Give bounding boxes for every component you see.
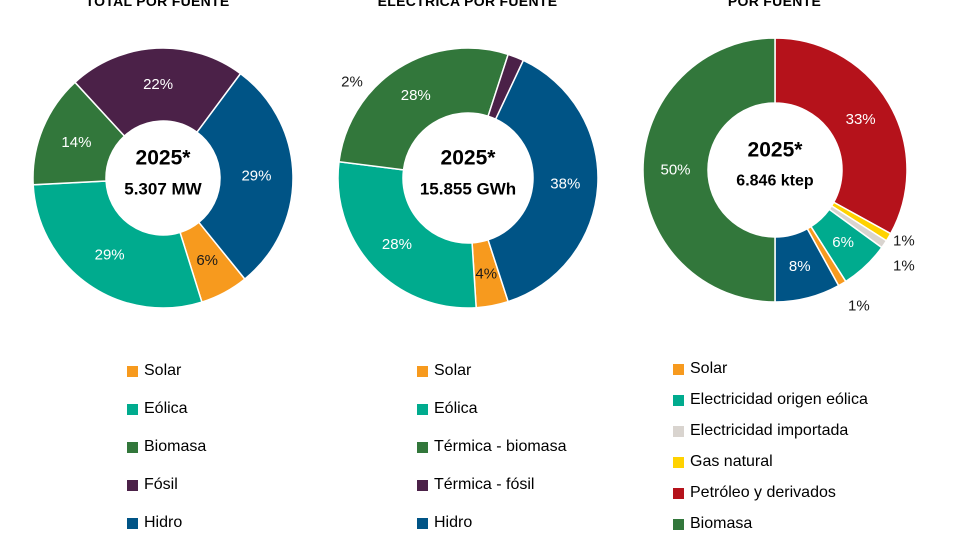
- chart-2-legend-item-termica-biomasa: Térmica - biomasa: [417, 437, 566, 457]
- chart-2-label-eolica: 28%: [382, 236, 412, 253]
- chart-2-legend-label: Térmica - fósil: [434, 476, 535, 493]
- chart-2-center-year: 2025*: [441, 147, 497, 170]
- chart-2-title: ELÉCTRICA POR FUENTE: [377, 0, 558, 9]
- chart-2-legend-item-solar: Solar: [417, 361, 566, 381]
- chart-1-label-biomasa: 14%: [61, 134, 91, 151]
- chart-3-legend-label: Solar: [690, 360, 728, 377]
- chart-2-legend-swatch: [417, 441, 428, 453]
- chart-2-label-termica-fosil: 2%: [341, 74, 363, 91]
- chart-2-label-termica-biomasa: 28%: [401, 87, 431, 104]
- chart-1-title: TOTAL POR FUENTE: [85, 0, 230, 9]
- chart-1-legend-label: Fósil: [144, 476, 178, 493]
- chart-1-legend-item-fosil: Fósil: [127, 475, 206, 495]
- chart-2-legend-swatch: [417, 403, 428, 415]
- chart-1-legend-swatch: [127, 441, 138, 453]
- chart-3-legend-label: Electricidad origen eólica: [690, 391, 868, 408]
- chart-3-legend-item-petroleo-y-derivados: Petróleo y derivados: [673, 483, 868, 503]
- chart-3-legend-label: Gas natural: [690, 453, 773, 470]
- chart-3-label-electricidad-importada: 1%: [893, 258, 915, 275]
- chart-1-legend-swatch: [127, 479, 138, 491]
- chart-3-label-petroleo-y-derivados: 33%: [846, 111, 876, 128]
- chart-3-legend: Solar Electricidad origen eólica Electrici…: [673, 359, 868, 545]
- chart-2-legend-label: Térmica - biomasa: [434, 438, 567, 455]
- chart-3-legend-swatch: [673, 518, 684, 530]
- chart-3-title: POR FUENTE: [727, 0, 822, 9]
- chart-3-center-year: 2025*: [748, 139, 804, 162]
- chart-3-legend-item-electricidad-importada: Electricidad importada: [673, 421, 868, 441]
- chart-1-label-fosil: 22%: [143, 76, 173, 93]
- chart-2-legend: Solar Eólica Térmica - biomasa Térmica - fó…: [417, 361, 566, 551]
- chart-1-label-hidro: 29%: [241, 168, 271, 185]
- chart-1-legend-item-solar: Solar: [127, 361, 206, 381]
- chart-1-label-solar: 6%: [196, 252, 218, 269]
- chart-3-legend-swatch: [673, 456, 684, 468]
- chart-3-legend-swatch: [673, 363, 684, 375]
- chart-3-legend-label: Biomasa: [690, 515, 753, 532]
- chart-2-legend-item-termica-fosil: Térmica - fósil: [417, 475, 566, 495]
- chart-1-legend-label: Hidro: [144, 514, 183, 531]
- chart-1-legend-swatch: [127, 517, 138, 529]
- chart-1-label-eolica: 29%: [95, 246, 125, 263]
- chart-2-center: [403, 113, 533, 243]
- chart-3-label-solar: 1%: [848, 298, 870, 315]
- chart-2-legend-label: Solar: [434, 362, 472, 379]
- chart-1-legend-item-biomasa: Biomasa: [127, 437, 206, 457]
- chart-2-legend-label: Hidro: [434, 514, 473, 531]
- chart-2-legend-swatch: [417, 517, 428, 529]
- chart-3-label-gas-natural: 1%: [893, 233, 915, 250]
- chart-1-legend-label: Solar: [144, 362, 182, 379]
- chart-1-legend-label: Biomasa: [144, 438, 207, 455]
- chart-1-slice-eolica: [32, 180, 203, 309]
- chart-3-legend-item-biomasa: Biomasa: [673, 514, 868, 534]
- chart-3-legend-label: Electricidad importada: [690, 422, 849, 439]
- chart-1-center-year: 2025*: [136, 147, 192, 170]
- chart-3-legend-item-solar: Solar: [673, 359, 868, 379]
- chart-2-legend-label: Eólica: [434, 400, 478, 417]
- chart-3-center-value: 6.846 ktep: [736, 173, 814, 190]
- chart-2-legend-item-hidro: Hidro: [417, 513, 566, 533]
- chart-2-legend-item-eolica: Eólica: [417, 399, 566, 419]
- chart-2-center-value: 15.855 GWh: [420, 180, 516, 199]
- chart-1-legend-item-hidro: Hidro: [127, 513, 206, 533]
- chart-1-legend-swatch: [127, 403, 138, 415]
- chart-1-legend-label: Eólica: [144, 400, 188, 417]
- chart-1-center: [106, 121, 220, 235]
- chart-1-legend-item-eolica: Eólica: [127, 399, 206, 419]
- chart-2-label-hidro: 38%: [550, 176, 580, 193]
- chart-1-slice-hidro: [195, 72, 294, 281]
- chart-3-legend-item-electricidad-origen-eolica: Electricidad origen eólica: [673, 390, 868, 410]
- chart-3-legend-swatch: [673, 394, 684, 406]
- chart-3-label-biomasa: 50%: [660, 162, 690, 179]
- chart-1-center-value: 5.307 MW: [124, 180, 202, 199]
- chart-3-label-hidro: 8%: [789, 258, 811, 275]
- chart-1-legend: Solar Eólica Biomasa Fósil Hidro: [127, 361, 206, 551]
- chart-3-legend-swatch: [673, 425, 684, 437]
- chart-3-legend-label: Petróleo y derivados: [690, 484, 836, 501]
- chart-3-label-electricidad-origen-eolica: 6%: [832, 234, 854, 251]
- chart-3-center: [708, 103, 842, 237]
- chart-1-legend-swatch: [127, 365, 138, 377]
- chart-2-label-solar: 4%: [475, 265, 497, 282]
- chart-2-legend-swatch: [417, 365, 428, 377]
- chart-3-legend-item-gas-natural: Gas natural: [673, 452, 868, 472]
- chart-2-legend-swatch: [417, 479, 428, 491]
- chart-3-legend-swatch: [673, 487, 684, 499]
